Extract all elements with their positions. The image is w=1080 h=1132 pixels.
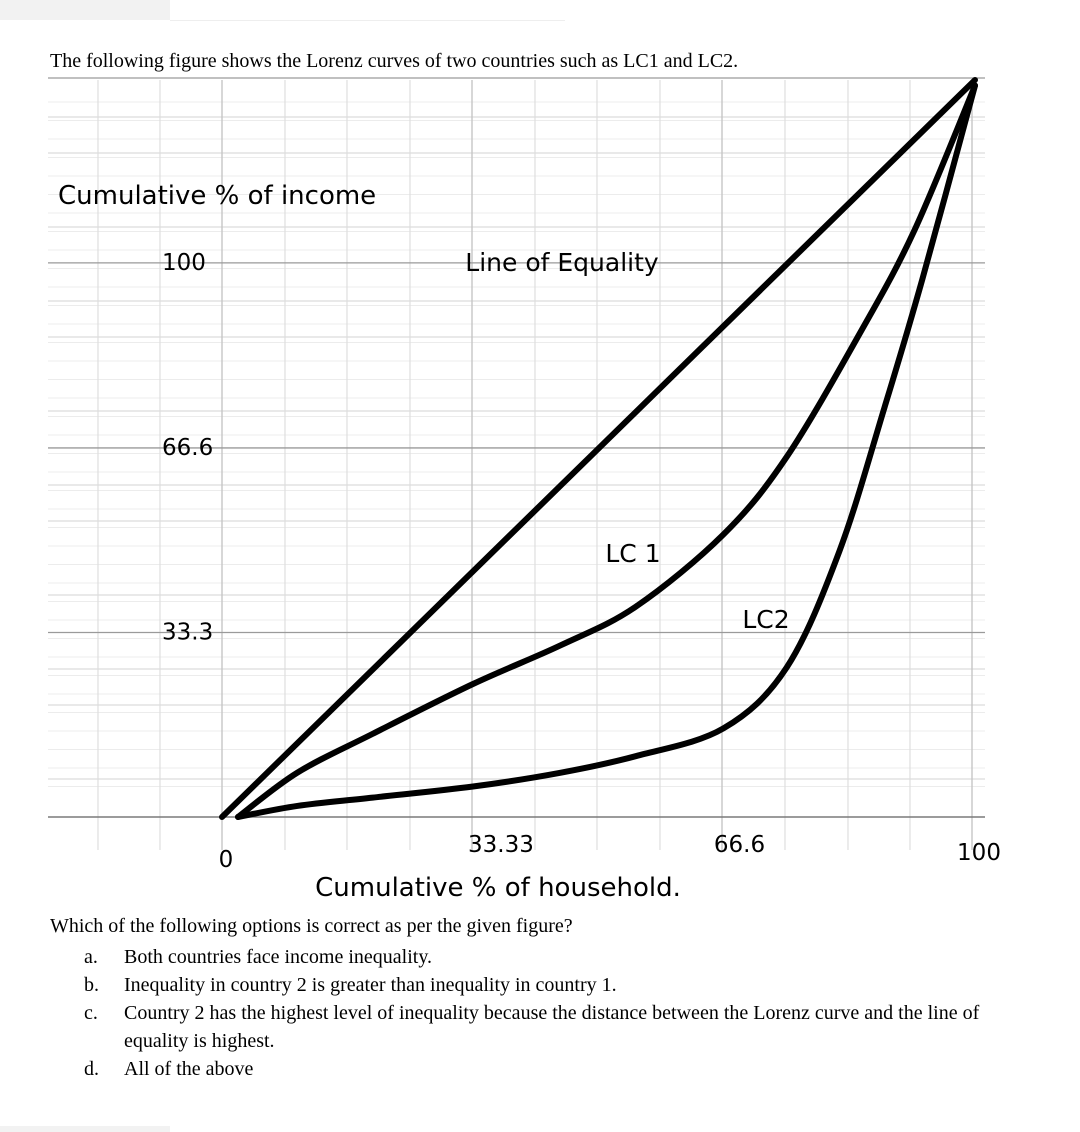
x-tick-label: 0 — [219, 847, 234, 873]
option-letter: c. — [84, 1002, 98, 1024]
x-tick-label: 100 — [957, 840, 1001, 866]
series-line-1 — [219, 77, 978, 820]
option-letter: a. — [84, 946, 98, 968]
series-label: LC 1 — [605, 539, 660, 568]
option-letter: b. — [84, 974, 99, 996]
option-b[interactable]: b. Inequality in country 2 is greater th… — [84, 971, 1004, 999]
series-label: LC2 — [742, 605, 789, 634]
series-line-2 — [235, 82, 978, 820]
y-tick-label: 33.3 — [162, 619, 213, 645]
y-tick-label: 100 — [162, 250, 206, 276]
option-a[interactable]: a. Both countries face income inequality… — [84, 943, 1004, 971]
option-letter: d. — [84, 1058, 99, 1080]
series-line-3 — [235, 82, 978, 820]
chart-series — [219, 77, 978, 820]
option-c[interactable]: c. Country 2 has the highest level of in… — [84, 999, 1004, 1055]
intro-text: The following figure shows the Lorenz cu… — [50, 50, 739, 72]
y-axis-title: Cumulative % of income — [58, 181, 376, 211]
option-d[interactable]: d. All of the above — [84, 1055, 1004, 1083]
answer-options: a. Both countries face income inequality… — [84, 943, 1004, 1083]
option-text: Both countries face income inequality. — [124, 946, 433, 968]
y-tick-label: 66.6 — [162, 435, 213, 461]
top-gray-bar — [0, 0, 170, 20]
x-tick-label: 33.33 — [468, 832, 534, 858]
question-text: Which of the following options is correc… — [50, 915, 573, 937]
option-text: Country 2 has the highest level of inequ… — [124, 1002, 980, 1052]
lorenz-chart: Cumulative % of income Cumulative % of ho… — [48, 77, 1001, 903]
x-tick-label: 66.6 — [714, 832, 765, 858]
chart-labels: Cumulative % of income Cumulative % of ho… — [58, 181, 1001, 903]
bottom-gray-bar — [0, 1126, 170, 1132]
option-text: All of the above — [124, 1058, 254, 1080]
top-divider — [170, 20, 565, 21]
x-axis-title: Cumulative % of household. — [315, 873, 681, 903]
option-text: Inequality in country 2 is greater than … — [124, 974, 617, 996]
series-label: Line of Equality — [465, 248, 659, 277]
chart-grid — [48, 77, 985, 850]
